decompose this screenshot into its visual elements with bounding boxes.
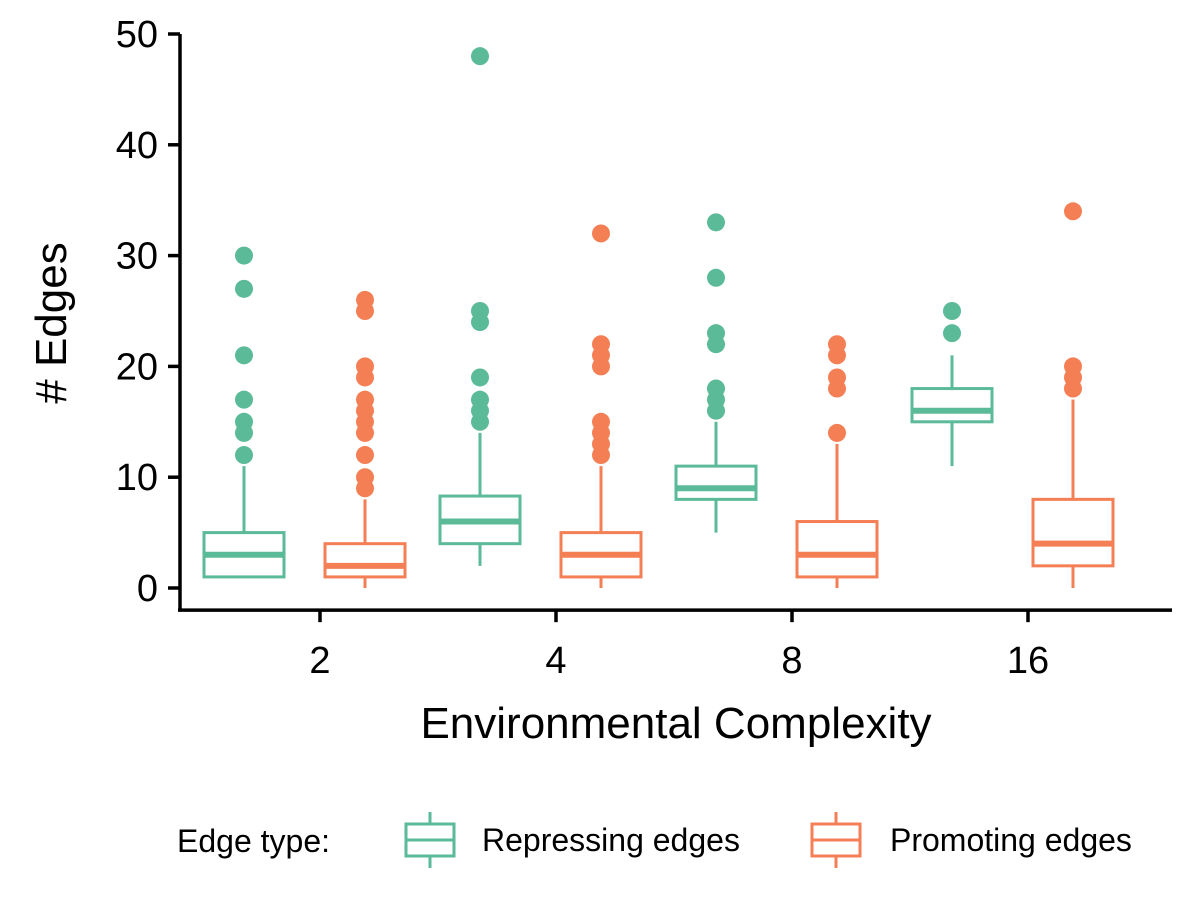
outlier-point bbox=[471, 368, 489, 387]
outlier-point bbox=[707, 324, 725, 343]
box-promoting-edges-8 bbox=[795, 335, 879, 588]
box-repressing-edges-16 bbox=[910, 302, 994, 467]
outlier-point bbox=[235, 279, 253, 298]
outlier-point bbox=[707, 268, 725, 287]
box-promoting-edges-16 bbox=[1031, 202, 1115, 588]
x-tick-label: 8 bbox=[781, 640, 802, 682]
x-tick-label: 4 bbox=[545, 640, 566, 682]
outlier-point bbox=[828, 368, 846, 387]
outlier-point bbox=[235, 346, 253, 365]
outlier-point bbox=[235, 246, 253, 265]
legend-item-promoting-edges: Promoting edges bbox=[810, 812, 1132, 868]
outlier-point bbox=[356, 290, 374, 309]
outlier-point bbox=[592, 335, 610, 354]
x-axis: 2 4 8 16 bbox=[178, 608, 1172, 682]
box-promoting-edges-2 bbox=[323, 290, 407, 588]
outlier-point bbox=[235, 412, 253, 431]
y-tick-label: 30 bbox=[116, 236, 158, 278]
outlier-point bbox=[707, 213, 725, 232]
outlier-point bbox=[471, 47, 489, 66]
outlier-point bbox=[356, 357, 374, 376]
y-tick-label: 10 bbox=[116, 457, 158, 499]
outlier-point bbox=[592, 412, 610, 431]
box-iqr bbox=[674, 464, 758, 501]
box-iqr bbox=[910, 387, 994, 424]
outlier-point bbox=[592, 224, 610, 243]
box-iqr bbox=[795, 520, 879, 579]
box-repressing-edges-8 bbox=[674, 213, 758, 533]
box-repressing-edges-2 bbox=[202, 246, 286, 579]
y-tick-label: 0 bbox=[137, 568, 158, 610]
outlier-point bbox=[1064, 202, 1082, 221]
outlier-point bbox=[356, 446, 374, 465]
x-tick-label: 2 bbox=[309, 640, 330, 682]
y-tick-label: 40 bbox=[116, 125, 158, 167]
plot-area bbox=[202, 47, 1115, 588]
x-tick-label: 16 bbox=[1007, 640, 1049, 682]
outlier-point bbox=[943, 324, 961, 343]
outlier-point bbox=[356, 468, 374, 487]
outlier-point bbox=[471, 390, 489, 409]
outlier-point bbox=[943, 302, 961, 320]
outlier-point bbox=[1064, 357, 1082, 376]
y-axis: 0 10 20 30 40 50 bbox=[116, 14, 182, 611]
outlier-point bbox=[828, 335, 846, 354]
outlier-point bbox=[707, 379, 725, 398]
legend-label: Repressing edges bbox=[482, 822, 740, 858]
outlier-point bbox=[828, 423, 846, 442]
outlier-point bbox=[235, 390, 253, 409]
legend-item-repressing-edges: Repressing edges bbox=[404, 812, 740, 868]
outlier-point bbox=[235, 446, 253, 465]
box-promoting-edges-4 bbox=[559, 224, 643, 588]
legend-label: Promoting edges bbox=[890, 822, 1132, 858]
box-repressing-edges-4 bbox=[438, 47, 522, 566]
y-tick-label: 20 bbox=[116, 346, 158, 388]
y-axis-title: # Edges bbox=[27, 242, 76, 403]
box-iqr bbox=[323, 542, 407, 579]
legend-title: Edge type: bbox=[177, 823, 330, 859]
y-tick-label: 50 bbox=[116, 14, 158, 56]
legend: Edge type: Repressing edges Promoting edg… bbox=[177, 812, 1132, 868]
outlier-point bbox=[471, 302, 489, 320]
box-iqr bbox=[1031, 497, 1115, 568]
outlier-point bbox=[356, 390, 374, 409]
x-axis-title: Environmental Complexity bbox=[420, 699, 931, 748]
